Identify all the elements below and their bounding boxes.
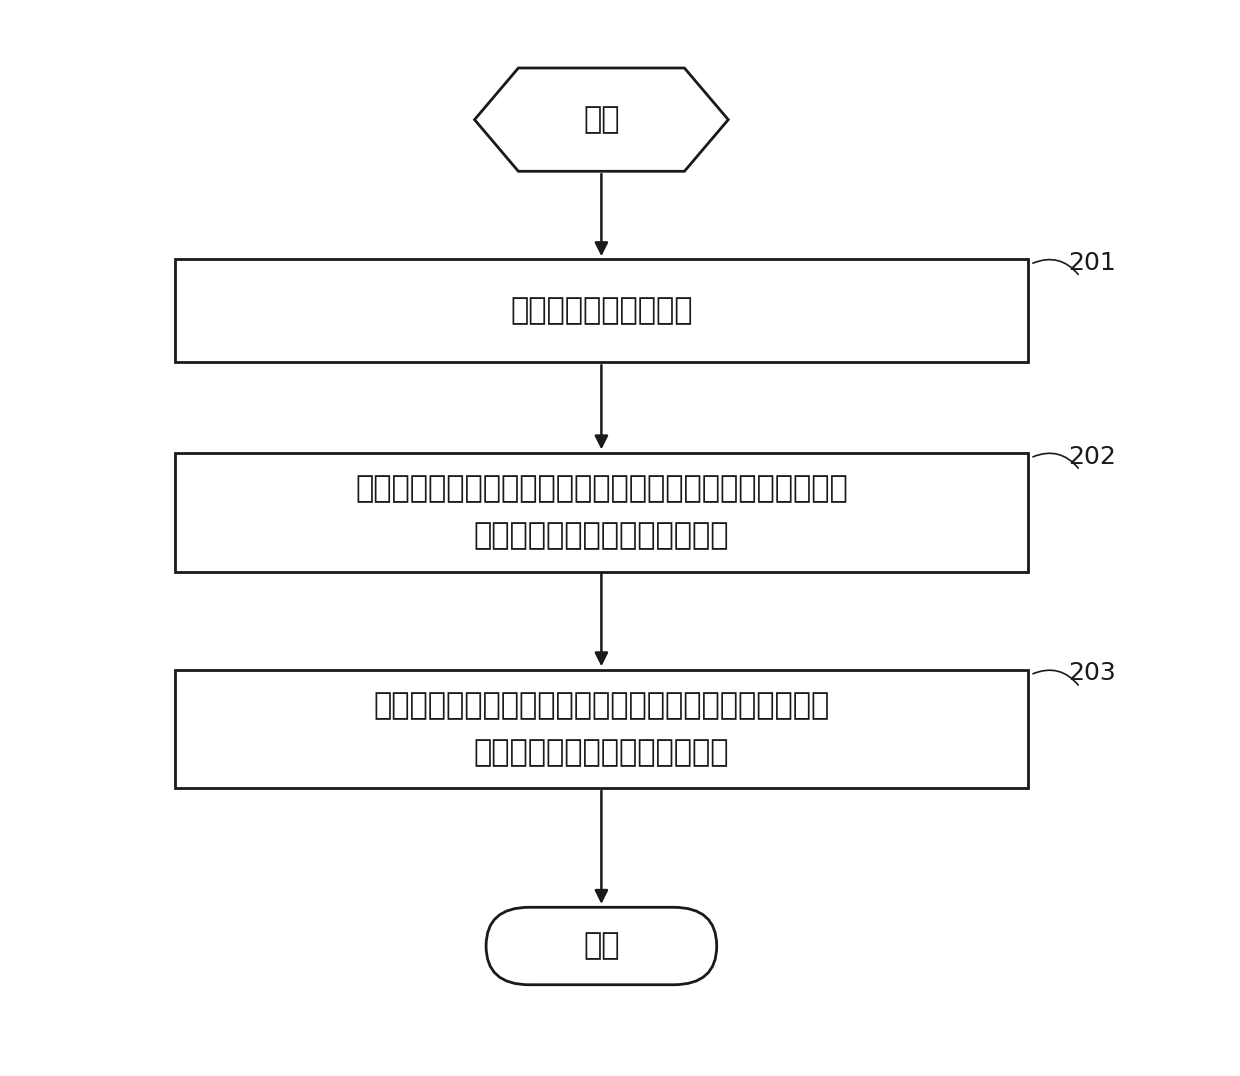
FancyBboxPatch shape — [175, 259, 1028, 363]
Text: 在开关的开启时间大于或等于第一预设时间的情况下，基带芯
片控制信号发射器发射第一信号: 在开关的开启时间大于或等于第一预设时间的情况下，基带芯 片控制信号发射器发射第一… — [355, 473, 848, 551]
Text: 基带芯片以功率耦合器耦合到正向功率的时间点作为基准
时刻，调整开关的第一时序参数: 基带芯片以功率耦合器耦合到正向功率的时间点作为基准 时刻，调整开关的第一时序参数 — [373, 691, 830, 767]
Text: 结束: 结束 — [583, 932, 620, 961]
Polygon shape — [475, 68, 728, 171]
FancyBboxPatch shape — [486, 907, 717, 985]
FancyBboxPatch shape — [175, 453, 1028, 571]
Text: 203: 203 — [1069, 662, 1116, 685]
Text: 开始: 开始 — [583, 105, 620, 134]
Text: 基带芯片控制开关开启: 基带芯片控制开关开启 — [510, 296, 693, 325]
FancyBboxPatch shape — [175, 669, 1028, 789]
Text: 202: 202 — [1069, 444, 1116, 468]
Text: 201: 201 — [1069, 251, 1116, 274]
